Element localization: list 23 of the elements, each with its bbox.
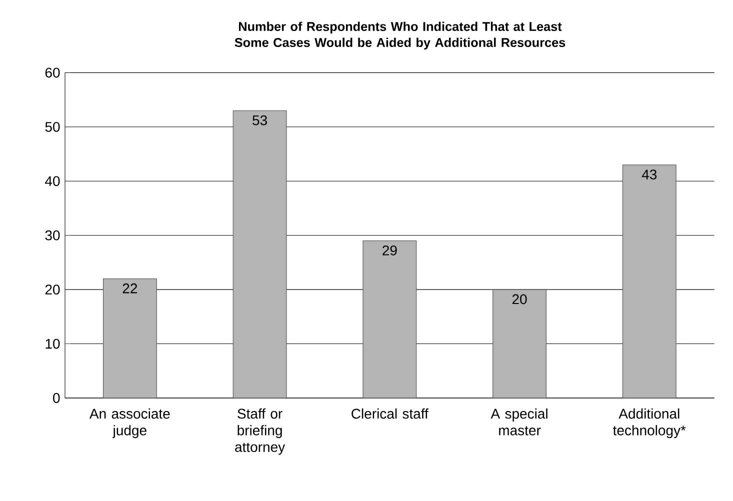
y-tick-label: 40: [45, 176, 60, 186]
bar: [492, 289, 546, 398]
y-tick-label: 10: [46, 338, 60, 349]
y-tick-label: 0: [53, 393, 60, 403]
x-tick-label: A special master: [490, 408, 548, 436]
chart-title: Number of Respondents Who Indicated That at Least Some Cases Would be Aided by Additional Resources: [234, 22, 566, 50]
y-tick-label: 60: [45, 68, 60, 78]
x-tick-label: Additional technology*: [613, 408, 686, 438]
data-label: 29: [382, 245, 397, 256]
bar: [622, 164, 676, 398]
x-tick-label: Staff or briefing attorney: [235, 408, 286, 455]
data-label: 22: [122, 283, 137, 294]
bar: [102, 278, 157, 398]
data-label: 53: [252, 115, 267, 126]
data-label: 20: [512, 294, 527, 304]
y-tick-label: 20: [45, 284, 60, 295]
x-tick-label: Clerical staff: [352, 408, 428, 419]
bar: [232, 110, 287, 398]
y-tick-label: 30: [45, 230, 60, 240]
y-tick-label: 50: [45, 122, 60, 132]
bar: [362, 240, 417, 398]
data-label: 43: [642, 170, 657, 180]
x-tick-label: An associate judge: [89, 408, 170, 438]
